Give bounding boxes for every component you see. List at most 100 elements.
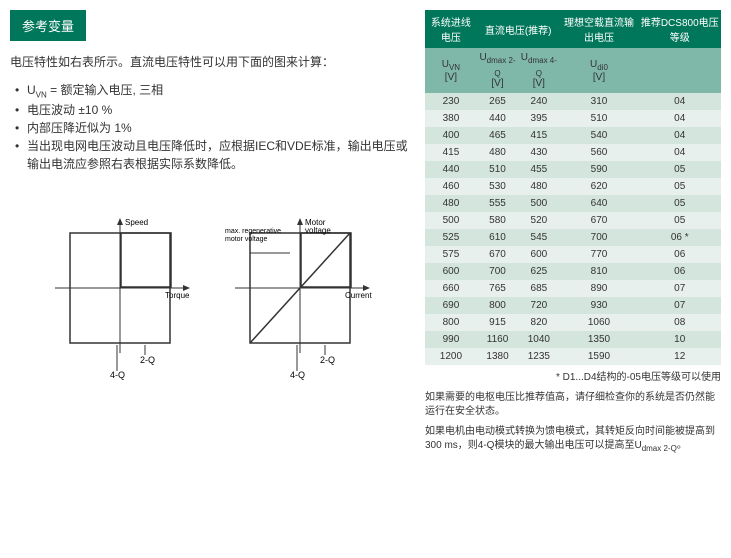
table-cell: 07 bbox=[638, 297, 721, 314]
table-row: 50058052067005 bbox=[425, 212, 721, 229]
col-header: 推荐DCS800电压等级 bbox=[638, 10, 721, 48]
regen-note: max. regenerative bbox=[225, 228, 281, 235]
table-cell: 625 bbox=[518, 263, 559, 280]
speed-torque-diagram: Speed Torque 2-Q 4-Q bbox=[45, 213, 195, 363]
table-cell: 530 bbox=[477, 178, 518, 195]
table-cell: 1350 bbox=[560, 331, 639, 348]
bullet-list: UVN = 额定输入电压, 三相 电压波动 ±10 % 内部压降近似为 1% 当… bbox=[15, 81, 410, 173]
bullet-item: UVN = 额定输入电压, 三相 bbox=[15, 81, 410, 101]
table-cell: 915 bbox=[477, 314, 518, 331]
table-cell: 480 bbox=[477, 144, 518, 161]
table-cell: 380 bbox=[425, 110, 477, 127]
table-cell: 05 bbox=[638, 178, 721, 195]
table-cell: 560 bbox=[560, 144, 639, 161]
table-row: 40046541554004 bbox=[425, 127, 721, 144]
table-cell: 415 bbox=[425, 144, 477, 161]
table-cell: 820 bbox=[518, 314, 559, 331]
bullet-item: 当出现电网电压波动且电压降低时，应根据IEC和VDE标准，输出电压或输出电流应参… bbox=[15, 137, 410, 173]
table-row: 41548043056004 bbox=[425, 144, 721, 161]
table-cell: 685 bbox=[518, 280, 559, 297]
table-cell: 465 bbox=[477, 127, 518, 144]
table-cell: 12 bbox=[638, 348, 721, 365]
table-row: 52561054570006 * bbox=[425, 229, 721, 246]
table-cell: 510 bbox=[477, 161, 518, 178]
table-cell: 720 bbox=[518, 297, 559, 314]
voltage-table: 系统进线电压 直流电压(推荐) 理想空载直流输出电压 推荐DCS800电压等级 … bbox=[425, 10, 721, 365]
table-cell: 04 bbox=[638, 144, 721, 161]
speed-label: Speed bbox=[125, 218, 148, 227]
table-cell: 500 bbox=[518, 195, 559, 212]
table-cell: 08 bbox=[638, 314, 721, 331]
svg-text:2-Q: 2-Q bbox=[320, 355, 335, 365]
table-row: 23026524031004 bbox=[425, 93, 721, 110]
col-header: 理想空载直流输出电压 bbox=[560, 10, 639, 48]
table-cell: 670 bbox=[560, 212, 639, 229]
table-cell: 800 bbox=[425, 314, 477, 331]
table-cell: 480 bbox=[425, 195, 477, 212]
current-label: Current bbox=[345, 291, 372, 300]
bullet-item: 电压波动 ±10 % bbox=[15, 101, 410, 119]
table-cell: 04 bbox=[638, 127, 721, 144]
footnote-1: * D1...D4结构的-05电压等级可以使用 bbox=[425, 371, 721, 385]
table-cell: 06 * bbox=[638, 229, 721, 246]
table-row: 99011601040135010 bbox=[425, 331, 721, 348]
table-row: 44051045559005 bbox=[425, 161, 721, 178]
table-row: 800915820106008 bbox=[425, 314, 721, 331]
table-cell: 990 bbox=[425, 331, 477, 348]
table-cell: 890 bbox=[560, 280, 639, 297]
table-cell: 610 bbox=[477, 229, 518, 246]
table-cell: 500 bbox=[425, 212, 477, 229]
bullet-item: 内部压降近似为 1% bbox=[15, 119, 410, 137]
table-cell: 590 bbox=[560, 161, 639, 178]
table-cell: 310 bbox=[560, 93, 639, 110]
table-row: 120013801235159012 bbox=[425, 348, 721, 365]
sub-header: Udmax 4-Q[V] bbox=[518, 48, 559, 93]
sub-header: Udmax 2-Q[V] bbox=[477, 48, 518, 93]
table-cell: 770 bbox=[560, 246, 639, 263]
table-cell: 05 bbox=[638, 212, 721, 229]
table-cell: 1380 bbox=[477, 348, 518, 365]
table-row: 60070062581006 bbox=[425, 263, 721, 280]
table-cell: 670 bbox=[477, 246, 518, 263]
table-cell: 460 bbox=[425, 178, 477, 195]
table-cell: 04 bbox=[638, 93, 721, 110]
table-cell: 230 bbox=[425, 93, 477, 110]
table-row: 57567060077006 bbox=[425, 246, 721, 263]
table-cell: 440 bbox=[477, 110, 518, 127]
table-cell: 05 bbox=[638, 195, 721, 212]
q4-label: 4-Q bbox=[110, 370, 125, 380]
svg-text:motor voltage: motor voltage bbox=[225, 236, 268, 243]
table-cell: 765 bbox=[477, 280, 518, 297]
table-cell: 480 bbox=[518, 178, 559, 195]
table-cell: 930 bbox=[560, 297, 639, 314]
table-row: 48055550064005 bbox=[425, 195, 721, 212]
table-cell: 415 bbox=[518, 127, 559, 144]
table-cell: 660 bbox=[425, 280, 477, 297]
table-row: 66076568589007 bbox=[425, 280, 721, 297]
sub-header: UVN[V] bbox=[425, 48, 477, 93]
table-cell: 520 bbox=[518, 212, 559, 229]
footnote-3: 如果电机由电动模式转换为馈电模式，其转矩反向时间能被提高到300 ms，则4-Q… bbox=[425, 425, 721, 454]
footnote-2: 如果需要的电枢电压比推荐值高，请仔细检查你的系统是否仍然能运行在安全状态。 bbox=[425, 391, 721, 419]
table-row: 38044039551004 bbox=[425, 110, 721, 127]
table-cell: 510 bbox=[560, 110, 639, 127]
table-cell: 1235 bbox=[518, 348, 559, 365]
table-cell: 1160 bbox=[477, 331, 518, 348]
table-cell: 600 bbox=[425, 263, 477, 280]
table-cell: 1040 bbox=[518, 331, 559, 348]
table-cell: 1200 bbox=[425, 348, 477, 365]
table-row: 46053048062005 bbox=[425, 178, 721, 195]
table-cell: 555 bbox=[477, 195, 518, 212]
table-cell: 700 bbox=[477, 263, 518, 280]
table-cell: 545 bbox=[518, 229, 559, 246]
table-cell: 395 bbox=[518, 110, 559, 127]
table-cell: 640 bbox=[560, 195, 639, 212]
table-cell: 800 bbox=[477, 297, 518, 314]
intro-text: 电压特性如右表所示。直流电压特性可以用下面的图来计算： bbox=[10, 53, 410, 71]
table-cell: 440 bbox=[425, 161, 477, 178]
section-header: 参考变量 bbox=[10, 10, 86, 41]
table-row: 69080072093007 bbox=[425, 297, 721, 314]
table-cell: 06 bbox=[638, 263, 721, 280]
table-cell: 06 bbox=[638, 246, 721, 263]
col-header: 直流电压(推荐) bbox=[477, 10, 560, 48]
